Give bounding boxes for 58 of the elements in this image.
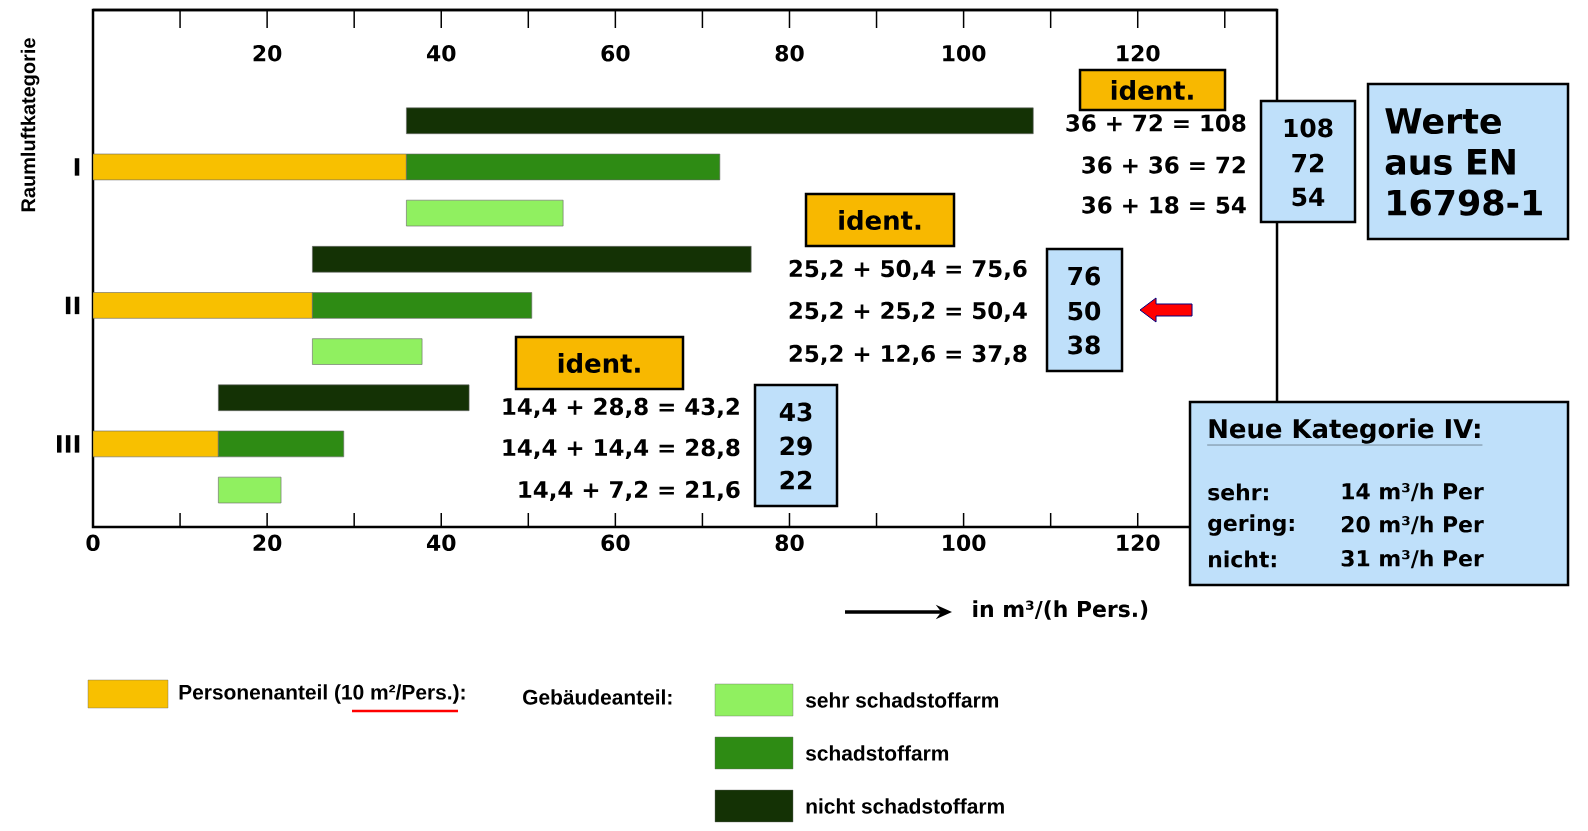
annotation: 14,4 + 14,4 = 28,8 — [503, 438, 740, 460]
legend-label: Personenanteil (10 m²/Pers.): — [179, 684, 465, 704]
legend-label: schadstoffarm — [805, 745, 949, 761]
annotation: 36 + 18 = 54 — [1082, 196, 1246, 214]
bar — [218, 476, 282, 504]
text: 108 — [1284, 118, 1333, 138]
annotation: 14,4 + 7,2 = 21,6 — [519, 480, 740, 502]
legend-label: sehr schadstoffarm — [805, 692, 999, 708]
text: Werte aus EN 16798-1 — [1385, 108, 1542, 216]
annotation: 43 — [779, 402, 812, 422]
text: nicht: — [1209, 550, 1276, 568]
annotation: 76 — [1068, 266, 1100, 286]
annotation: ident. — [558, 352, 640, 374]
text: gering: — [1208, 514, 1294, 536]
legend-title: Gebäudeanteil: — [523, 689, 672, 705]
bar — [406, 199, 564, 227]
annotation: 36 + 36 = 72 — [1082, 156, 1245, 174]
text: 20 m³/h Per — [1341, 515, 1484, 535]
annotation: 22 — [780, 470, 812, 490]
annotation: 38 — [1068, 335, 1100, 355]
x2-tick-label: 40 — [426, 44, 456, 62]
x-tick-label: 120 — [1117, 534, 1160, 552]
annotation: 25,2 + 25,2 = 50,4 — [789, 301, 1027, 323]
legend-label: nicht schadstoffarm — [806, 798, 1004, 814]
x-tick-label: 100 — [943, 534, 986, 552]
annotation: 25,2 + 50,4 = 75,6 — [789, 259, 1027, 281]
annotation: 14,4 + 28,8 = 43,2 — [503, 397, 739, 419]
x2-tick-label: 60 — [601, 44, 630, 62]
annotation: ident. — [1111, 79, 1193, 101]
bar — [218, 384, 470, 411]
y-tick-label: I — [74, 158, 80, 176]
text: 31 m³/h Per — [1341, 549, 1484, 569]
y-tick-label: III — [56, 435, 80, 453]
bar — [406, 107, 1034, 135]
y-axis-title: Raumluftkategorie — [20, 38, 40, 212]
x2-tick-label: 20 — [253, 44, 282, 62]
x-axis-title: in m³/(h Pers.) — [973, 600, 1148, 620]
bar — [312, 338, 423, 365]
x-tick-label: 0 — [86, 534, 100, 552]
annotation: 29 — [780, 436, 812, 456]
x-tick-label: 40 — [426, 534, 456, 552]
x-tick-label: 80 — [775, 534, 804, 552]
annotation: 25,2 + 12,6 = 37,8 — [789, 344, 1027, 366]
annotation: sehr: — [1208, 483, 1268, 501]
x-tick-label: 60 — [601, 534, 630, 552]
annotation: Neue Kategorie IV: — [1209, 418, 1480, 444]
text: 54 — [1292, 187, 1325, 207]
x-tick-label: 20 — [253, 534, 282, 552]
annotation: 36 + 72 = 108 — [1066, 114, 1246, 132]
y-tick-label: II — [65, 296, 80, 315]
annotation: ident. — [839, 209, 921, 231]
text: 14 m³/h Per — [1342, 482, 1484, 502]
x2-tick-label: 120 — [1117, 44, 1160, 62]
x2-tick-label: 80 — [775, 44, 804, 62]
bar — [312, 246, 752, 273]
x2-tick-label: 100 — [943, 44, 986, 62]
text: 72 — [1292, 153, 1324, 173]
annotation: 50 — [1068, 301, 1101, 321]
